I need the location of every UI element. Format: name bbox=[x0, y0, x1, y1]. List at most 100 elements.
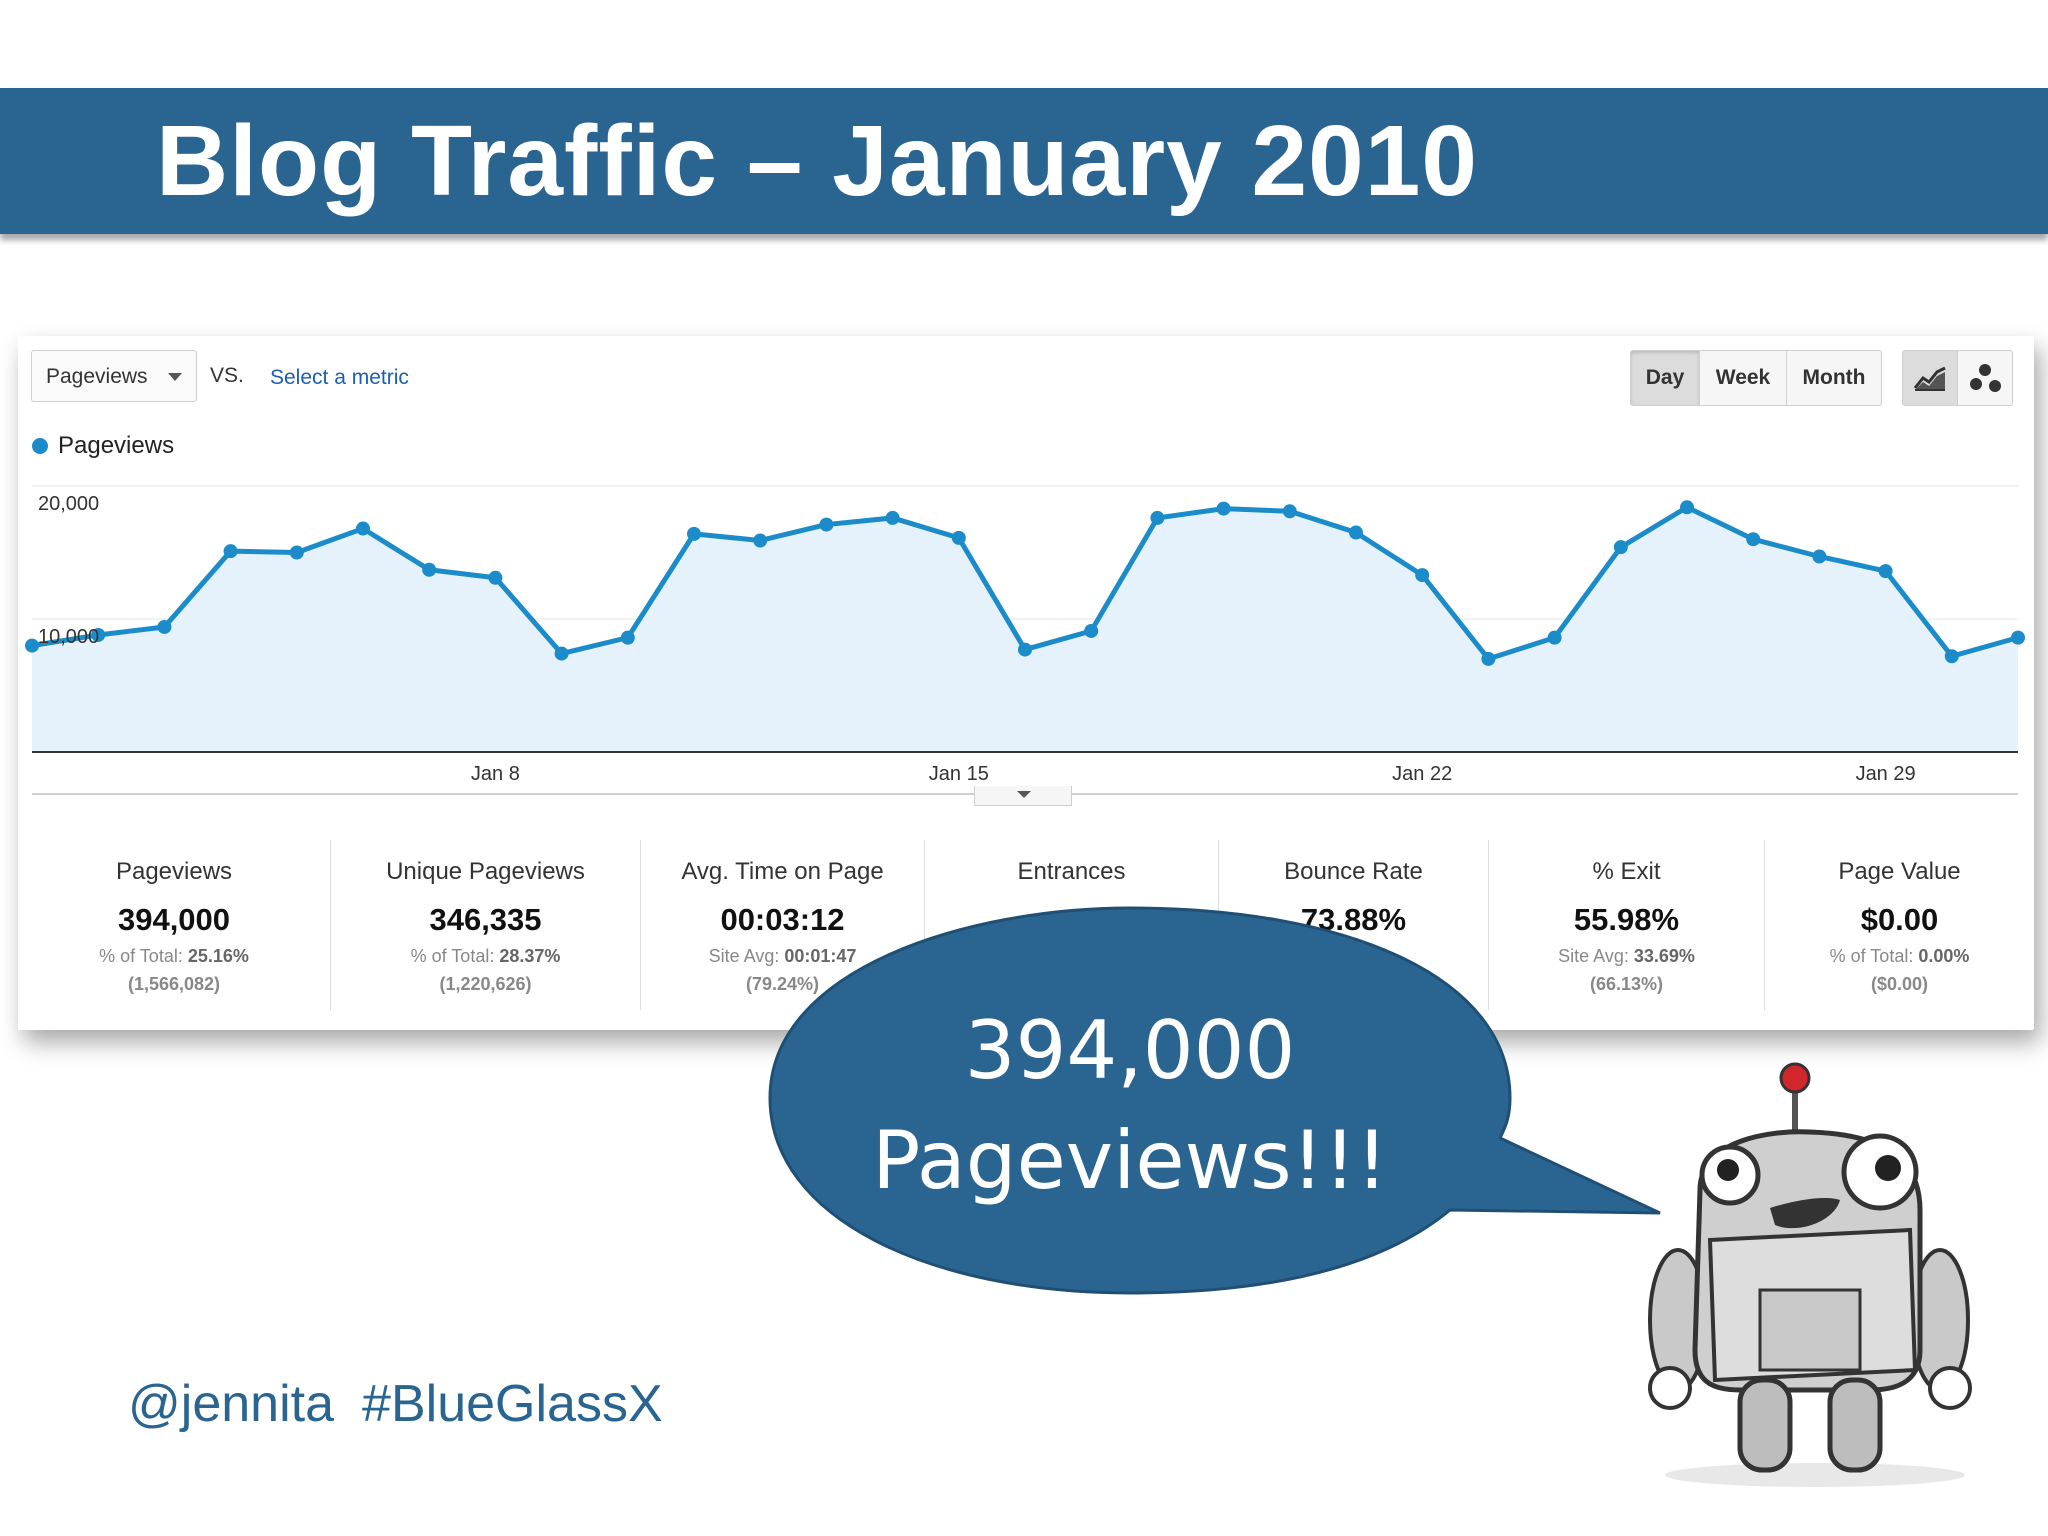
stat-subvalue: 0.00% bbox=[1918, 946, 1970, 966]
data-point bbox=[1415, 568, 1430, 583]
stat-value: 00:03:12 bbox=[720, 902, 845, 937]
data-point bbox=[819, 517, 834, 532]
stat-name: Avg. Time on Page bbox=[681, 858, 884, 885]
metric-select[interactable]: Pageviews bbox=[31, 350, 197, 402]
stat-name: Pageviews bbox=[115, 858, 233, 885]
stat-column[interactable]: Page Value $0.00 % of Total: 0.00% ($0.00) bbox=[1764, 840, 2034, 1010]
line-chart-button[interactable] bbox=[1902, 350, 1958, 406]
stat-subtext: % of Total: 28.37% bbox=[410, 946, 561, 966]
data-point bbox=[1680, 500, 1694, 515]
data-point bbox=[1812, 549, 1827, 564]
data-point bbox=[1150, 510, 1165, 525]
data-point bbox=[1944, 649, 1959, 664]
period-day-button[interactable]: Day bbox=[1630, 350, 1700, 406]
data-point bbox=[1878, 564, 1893, 579]
stat-name: Entrances bbox=[1017, 858, 1126, 885]
stat-subtext: % of Total: 0.00% bbox=[1829, 946, 1970, 966]
data-point bbox=[25, 638, 39, 653]
stat-name: Unique Pageviews bbox=[386, 858, 585, 885]
chart-legend: Pageviews bbox=[32, 432, 174, 460]
analytics-panel: Pageviews VS. Select a metric Day Week M… bbox=[18, 336, 2034, 1030]
vs-label: VS. bbox=[210, 364, 244, 387]
robot-mascot bbox=[1648, 1062, 1972, 1487]
data-point bbox=[223, 544, 238, 559]
bubble-text: 394,000 Pageviews!!! bbox=[800, 996, 1460, 1216]
motion-chart-button[interactable] bbox=[1957, 350, 2013, 406]
chevron-down-icon bbox=[168, 373, 182, 381]
bubble-line-2: Pageviews!!! bbox=[872, 1114, 1388, 1207]
data-point bbox=[951, 530, 966, 545]
data-point bbox=[1613, 540, 1628, 555]
slide-title: Blog Traffic – January 2010 bbox=[156, 105, 1479, 217]
stat-subvalue: 33.69% bbox=[1633, 946, 1695, 966]
data-point bbox=[620, 630, 635, 645]
data-point bbox=[1018, 642, 1032, 657]
select-metric-link[interactable]: Select a metric bbox=[270, 366, 409, 389]
stat-total: (1,566,082) bbox=[127, 974, 221, 994]
stat-total: ($0.00) bbox=[1870, 974, 1929, 994]
data-point bbox=[488, 570, 503, 585]
stat-column[interactable]: Entrances bbox=[924, 840, 1218, 1010]
legend-label: Pageviews bbox=[58, 432, 175, 459]
x-tick-label: Jan 8 bbox=[471, 763, 520, 785]
data-point bbox=[1547, 630, 1562, 645]
y-tick-label: 20,000 bbox=[38, 493, 99, 515]
line-chart-icon bbox=[1913, 366, 1946, 391]
x-tick-label: Jan 22 bbox=[1392, 763, 1452, 785]
data-point bbox=[687, 526, 701, 541]
data-point bbox=[885, 510, 900, 525]
footer-hashtag: #BlueGlassX bbox=[362, 1375, 663, 1433]
x-tick-label: Jan 15 bbox=[929, 763, 989, 785]
data-point bbox=[1746, 532, 1761, 547]
data-point bbox=[1349, 525, 1363, 540]
y-tick-label: 10,000 bbox=[38, 626, 99, 648]
data-point bbox=[356, 521, 370, 536]
footer-handle: @jennita bbox=[128, 1375, 335, 1433]
stat-column[interactable]: Bounce Rate 73.88% bbox=[1218, 840, 1488, 1010]
period-week-button[interactable]: Week bbox=[1699, 350, 1787, 406]
stat-value: 346,335 bbox=[429, 902, 542, 937]
stat-column[interactable]: Unique Pageviews 346,335 % of Total: 28.37… bbox=[330, 840, 640, 1010]
data-point bbox=[91, 627, 106, 642]
stat-value: 55.98% bbox=[1573, 902, 1680, 937]
data-point bbox=[554, 646, 569, 661]
stats-row: Pageviews 394,000 % of Total: 25.16% (1,566… bbox=[18, 840, 2034, 1010]
stat-name: Page Value bbox=[1838, 858, 1961, 885]
stat-name: % Exit bbox=[1592, 858, 1661, 885]
speech-bubble bbox=[768, 906, 1661, 1295]
legend-dot bbox=[32, 438, 48, 454]
stat-total: (79.24%) bbox=[745, 974, 820, 994]
stat-total: (1,220,626) bbox=[439, 974, 532, 994]
stat-subtext: Site Avg: 33.69% bbox=[1558, 946, 1695, 966]
x-tick-label: Jan 29 bbox=[1856, 763, 1916, 785]
metric-select-label: Pageviews bbox=[46, 365, 148, 388]
stat-value: 394,000 bbox=[117, 902, 231, 937]
stat-subtext: Site Avg: 00:01:47 bbox=[708, 946, 857, 966]
title-banner: Blog Traffic – January 2010 bbox=[0, 88, 2048, 234]
bubble-line-1: 394,000 bbox=[964, 1004, 1296, 1097]
stat-subvalue: 00:01:47 bbox=[784, 946, 857, 966]
stat-subvalue: 25.16% bbox=[187, 946, 249, 966]
stat-column[interactable]: Pageviews 394,000 % of Total: 25.16% (1,566… bbox=[18, 840, 330, 1010]
data-point bbox=[1282, 504, 1297, 519]
data-point bbox=[1084, 623, 1099, 638]
stat-name: Bounce Rate bbox=[1284, 858, 1423, 885]
pageviews-chart: 20,000 10,000 Jan 8 Jan 15 Jan 22 Jan 29 bbox=[25, 485, 2025, 795]
data-point bbox=[2011, 630, 2025, 645]
motion-chart-icon bbox=[1970, 364, 2001, 392]
area-fill bbox=[32, 507, 2018, 752]
stat-subtext: % of Total: 25.16% bbox=[99, 946, 249, 966]
data-point bbox=[422, 562, 437, 577]
data-point bbox=[753, 533, 768, 548]
stat-column[interactable]: Avg. Time on Page 00:03:12 Site Avg: 00:01… bbox=[640, 840, 924, 1010]
stat-total: (66.13%) bbox=[1589, 974, 1664, 994]
data-point bbox=[1216, 501, 1231, 516]
expand-toggle[interactable] bbox=[974, 786, 1072, 806]
data-point bbox=[157, 619, 172, 634]
period-month-button[interactable]: Month bbox=[1786, 350, 1882, 406]
data-point bbox=[1481, 651, 1496, 666]
stat-column[interactable]: % Exit 55.98% Site Avg: 33.69% (66.13%) bbox=[1488, 840, 1764, 1010]
stat-subvalue: 28.37% bbox=[499, 946, 561, 966]
data-point bbox=[289, 545, 304, 560]
footer: @jennita #BlueGlassX bbox=[128, 1374, 691, 1434]
